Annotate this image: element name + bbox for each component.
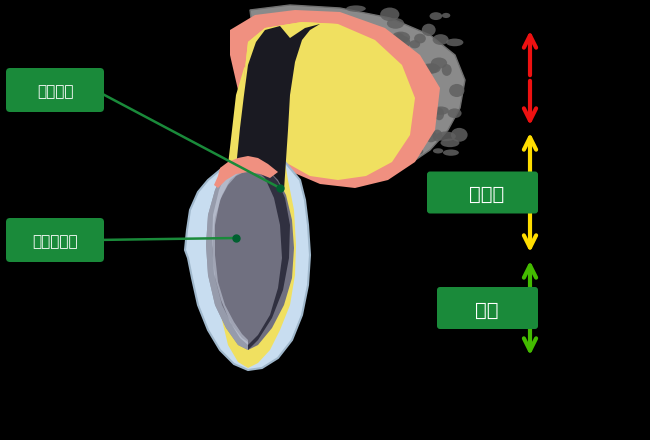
- Text: ポスト孔: ポスト孔: [37, 84, 73, 99]
- Text: コア: コア: [475, 301, 499, 319]
- Ellipse shape: [360, 144, 373, 155]
- Ellipse shape: [307, 63, 317, 74]
- FancyBboxPatch shape: [427, 172, 538, 213]
- Ellipse shape: [421, 110, 437, 117]
- Ellipse shape: [292, 139, 308, 147]
- Ellipse shape: [408, 75, 421, 84]
- Ellipse shape: [380, 7, 399, 21]
- Ellipse shape: [288, 104, 307, 114]
- Polygon shape: [244, 22, 415, 180]
- Ellipse shape: [306, 17, 327, 25]
- Ellipse shape: [396, 122, 405, 132]
- Ellipse shape: [422, 24, 436, 36]
- Ellipse shape: [426, 63, 439, 73]
- Ellipse shape: [322, 31, 339, 37]
- Ellipse shape: [320, 151, 340, 158]
- Ellipse shape: [332, 143, 346, 155]
- Ellipse shape: [296, 97, 307, 108]
- Ellipse shape: [449, 84, 464, 97]
- FancyBboxPatch shape: [437, 287, 538, 329]
- Ellipse shape: [391, 32, 410, 44]
- Text: フェルール: フェルール: [32, 235, 78, 249]
- Ellipse shape: [379, 117, 392, 130]
- Ellipse shape: [361, 44, 374, 49]
- Ellipse shape: [442, 13, 450, 18]
- Ellipse shape: [339, 157, 353, 167]
- Ellipse shape: [448, 108, 462, 118]
- Ellipse shape: [346, 5, 366, 12]
- Ellipse shape: [389, 148, 408, 155]
- Polygon shape: [212, 163, 248, 345]
- Ellipse shape: [433, 34, 448, 45]
- Ellipse shape: [324, 43, 337, 52]
- Ellipse shape: [442, 64, 452, 76]
- Polygon shape: [214, 156, 278, 188]
- Ellipse shape: [413, 148, 423, 155]
- FancyBboxPatch shape: [6, 68, 104, 112]
- Ellipse shape: [395, 36, 410, 49]
- Polygon shape: [230, 10, 440, 188]
- Ellipse shape: [344, 84, 363, 98]
- Ellipse shape: [304, 104, 323, 112]
- Ellipse shape: [424, 131, 437, 142]
- Ellipse shape: [443, 150, 459, 156]
- Ellipse shape: [395, 33, 404, 42]
- Ellipse shape: [358, 151, 367, 160]
- Ellipse shape: [300, 125, 317, 132]
- Polygon shape: [250, 5, 465, 172]
- Ellipse shape: [303, 127, 313, 133]
- Ellipse shape: [387, 79, 403, 90]
- Ellipse shape: [412, 136, 430, 141]
- Polygon shape: [218, 22, 338, 368]
- Ellipse shape: [433, 106, 449, 115]
- Ellipse shape: [350, 43, 365, 54]
- Ellipse shape: [344, 69, 356, 74]
- Ellipse shape: [391, 87, 406, 94]
- Ellipse shape: [302, 118, 320, 131]
- Ellipse shape: [372, 142, 385, 153]
- Ellipse shape: [414, 33, 426, 44]
- FancyBboxPatch shape: [6, 218, 104, 262]
- Ellipse shape: [375, 154, 387, 166]
- Polygon shape: [185, 162, 310, 370]
- Polygon shape: [206, 163, 248, 350]
- Text: ポスト: ポスト: [469, 185, 504, 204]
- Ellipse shape: [295, 65, 304, 70]
- Ellipse shape: [421, 79, 433, 87]
- Ellipse shape: [431, 58, 447, 69]
- Ellipse shape: [436, 132, 456, 141]
- Ellipse shape: [441, 139, 460, 147]
- Ellipse shape: [398, 116, 415, 130]
- Ellipse shape: [330, 74, 344, 84]
- Ellipse shape: [433, 148, 443, 154]
- Polygon shape: [206, 162, 294, 350]
- Ellipse shape: [434, 108, 444, 120]
- Ellipse shape: [319, 153, 335, 160]
- Ellipse shape: [288, 53, 309, 62]
- Ellipse shape: [366, 90, 378, 102]
- Ellipse shape: [359, 40, 367, 53]
- Ellipse shape: [294, 84, 308, 97]
- Ellipse shape: [341, 142, 348, 154]
- Ellipse shape: [316, 151, 324, 163]
- Ellipse shape: [418, 104, 436, 118]
- Ellipse shape: [432, 130, 442, 142]
- Ellipse shape: [411, 95, 424, 107]
- Polygon shape: [234, 24, 320, 335]
- Ellipse shape: [386, 107, 404, 113]
- Ellipse shape: [410, 40, 420, 48]
- Ellipse shape: [298, 67, 311, 73]
- Polygon shape: [248, 165, 290, 350]
- Ellipse shape: [341, 47, 362, 56]
- Ellipse shape: [387, 18, 404, 29]
- Ellipse shape: [288, 35, 305, 42]
- Ellipse shape: [332, 43, 342, 53]
- Ellipse shape: [446, 39, 463, 46]
- Ellipse shape: [419, 63, 441, 74]
- Ellipse shape: [314, 58, 335, 69]
- Ellipse shape: [451, 128, 467, 142]
- Ellipse shape: [337, 138, 354, 145]
- Ellipse shape: [402, 62, 411, 72]
- Ellipse shape: [430, 12, 442, 20]
